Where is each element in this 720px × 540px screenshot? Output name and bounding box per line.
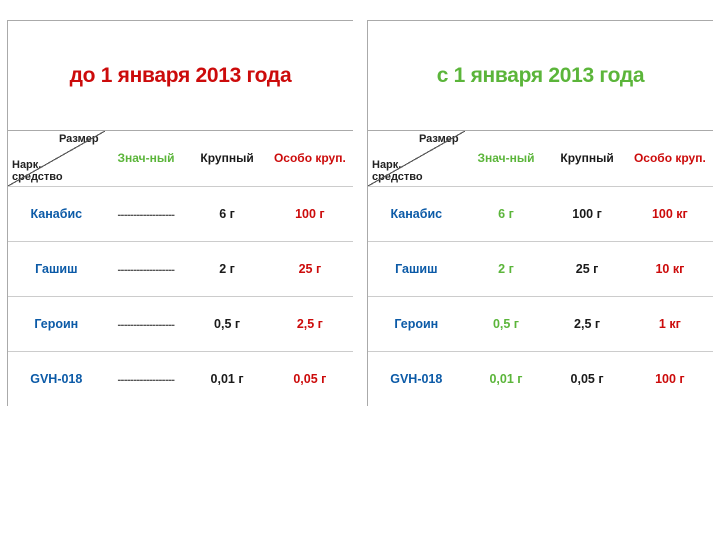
cell-extra-large: 100 г	[267, 186, 353, 241]
table-after: Размер Нарк.средство Знач-ный Крупный Ос…	[368, 131, 713, 406]
table-before: Размер Нарк.средство Знач-ный Крупный Ос…	[8, 131, 353, 406]
cell-significant: 0,5 г	[465, 296, 548, 351]
panel-before: до 1 января 2013 года Размер Нарк.средст…	[7, 20, 353, 406]
cell-large: 25 г	[547, 241, 626, 296]
cell-large: 6 г	[187, 186, 266, 241]
table-row: GVH-018------------------0,01 г0,05 г	[8, 351, 353, 406]
corner-top: Размер	[59, 133, 99, 145]
table-row: Гашиш2 г25 г10 кг	[368, 241, 713, 296]
comparison-wrap: до 1 января 2013 года Размер Нарк.средст…	[0, 20, 720, 406]
col-h3: Особо круп.	[267, 131, 353, 186]
cell-extra-large: 2,5 г	[267, 296, 353, 351]
title-row-after: с 1 января 2013 года	[368, 21, 713, 131]
substance-name: GVH-018	[368, 351, 465, 406]
cell-significant: 0,01 г	[465, 351, 548, 406]
col-h1: Знач-ный	[465, 131, 548, 186]
cell-large: 100 г	[547, 186, 626, 241]
substance-name: Героин	[8, 296, 105, 351]
cell-significant: ------------------	[105, 241, 188, 296]
panel-after: с 1 января 2013 года Размер Нарк.средств…	[367, 20, 713, 406]
col-h3: Особо круп.	[627, 131, 713, 186]
col-h1: Знач-ный	[105, 131, 188, 186]
corner-cell: Размер Нарк.средство	[8, 131, 105, 186]
corner-bottom: Нарк.средство	[372, 160, 423, 183]
table-row: Канабис------------------6 г100 г	[8, 186, 353, 241]
substance-name: GVH-018	[8, 351, 105, 406]
cell-significant: 6 г	[465, 186, 548, 241]
col-h2: Крупный	[547, 131, 626, 186]
title-after: с 1 января 2013 года	[437, 64, 645, 88]
cell-extra-large: 100 г	[627, 351, 713, 406]
cell-large: 2,5 г	[547, 296, 626, 351]
col-h2: Крупный	[187, 131, 266, 186]
cell-extra-large: 100 кг	[627, 186, 713, 241]
corner-top: Размер	[419, 133, 459, 145]
cell-significant: ------------------	[105, 186, 188, 241]
cell-large: 0,01 г	[187, 351, 266, 406]
cell-significant: ------------------	[105, 351, 188, 406]
substance-name: Гашиш	[368, 241, 465, 296]
cell-large: 0,05 г	[547, 351, 626, 406]
cell-extra-large: 0,05 г	[267, 351, 353, 406]
cell-significant: 2 г	[465, 241, 548, 296]
header-row: Размер Нарк.средство Знач-ный Крупный Ос…	[8, 131, 353, 186]
corner-cell: Размер Нарк.средство	[368, 131, 465, 186]
table-row: Гашиш------------------2 г25 г	[8, 241, 353, 296]
cell-large: 0,5 г	[187, 296, 266, 351]
table-row: Героин0,5 г2,5 г1 кг	[368, 296, 713, 351]
cell-significant: ------------------	[105, 296, 188, 351]
substance-name: Героин	[368, 296, 465, 351]
substance-name: Канабис	[8, 186, 105, 241]
cell-large: 2 г	[187, 241, 266, 296]
substance-name: Гашиш	[8, 241, 105, 296]
title-row-before: до 1 января 2013 года	[8, 21, 353, 131]
cell-extra-large: 25 г	[267, 241, 353, 296]
title-before: до 1 января 2013 года	[70, 64, 292, 88]
corner-bottom: Нарк.средство	[12, 160, 63, 183]
substance-name: Канабис	[368, 186, 465, 241]
table-row: GVH-0180,01 г0,05 г100 г	[368, 351, 713, 406]
table-row: Героин------------------0,5 г2,5 г	[8, 296, 353, 351]
header-row: Размер Нарк.средство Знач-ный Крупный Ос…	[368, 131, 713, 186]
cell-extra-large: 1 кг	[627, 296, 713, 351]
cell-extra-large: 10 кг	[627, 241, 713, 296]
table-row: Канабис6 г100 г100 кг	[368, 186, 713, 241]
